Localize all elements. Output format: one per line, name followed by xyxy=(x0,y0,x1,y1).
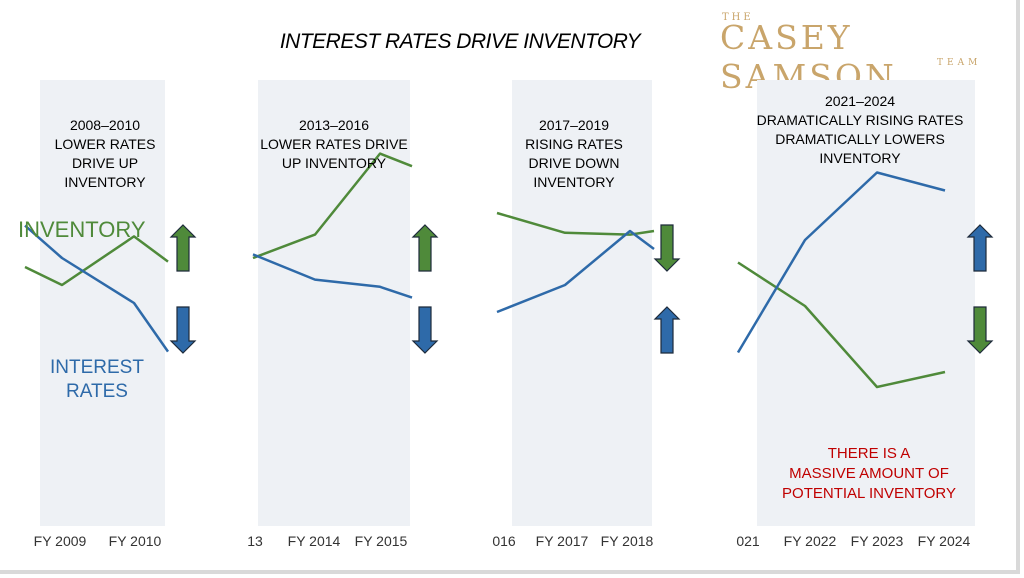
panel-label-2008-2010: 2008–2010 LOWER RATES DRIVE UP INVENTORY xyxy=(54,117,156,190)
period-band-2 xyxy=(512,80,652,526)
inventory-up-arrow-icon xyxy=(411,224,439,272)
inventory-line-0 xyxy=(24,235,169,287)
inventory-up-arrow-icon xyxy=(169,224,197,272)
x-tick-label: 016 xyxy=(492,533,516,549)
inventory-line-2 xyxy=(496,211,655,236)
x-tick-label: FY 2024 xyxy=(918,533,971,549)
legend-inventory: INVENTORY xyxy=(18,217,146,242)
inventory-down-arrow-icon xyxy=(653,224,681,272)
x-tick-label: FY 2015 xyxy=(355,533,408,549)
legend-interest-rates: INTEREST RATES xyxy=(50,357,144,402)
x-tick-label: FY 2014 xyxy=(288,533,341,549)
x-tick-label: FY 2010 xyxy=(109,533,162,549)
inventory-line-3 xyxy=(737,261,946,389)
interest-rate-line-1 xyxy=(252,253,413,299)
interest-rates-up-arrow-icon xyxy=(653,306,681,354)
interest-rate-line-3 xyxy=(736,171,946,354)
x-tick-label: 021 xyxy=(736,533,760,549)
interest-rates-down-arrow-icon xyxy=(169,306,197,354)
x-tick-label: FY 2017 xyxy=(536,533,589,549)
x-tick-label: 13 xyxy=(247,533,263,549)
panel-label-2021-2024: 2021–2024 DRAMATICALLY RISING RATES DRAMAT… xyxy=(756,93,964,166)
interest-rate-line-0 xyxy=(24,224,170,353)
inventory-line-1 xyxy=(252,152,413,260)
x-tick-label: FY 2022 xyxy=(784,533,837,549)
logo-the: THE xyxy=(722,12,754,23)
period-band-3 xyxy=(757,80,975,526)
panel-label-2017-2019: 2017–2019 RISING RATES DRIVE DOWN INVENTORY xyxy=(525,117,623,190)
logo: CASEY SAMSON xyxy=(720,18,897,96)
x-tick-label: FY 2009 xyxy=(34,533,87,549)
x-tick-label: FY 2018 xyxy=(601,533,654,549)
interest-rate-line-2 xyxy=(496,229,655,314)
inventory-down-arrow-icon xyxy=(966,306,994,354)
period-band-0 xyxy=(40,80,165,526)
interest-rates-down-arrow-icon xyxy=(411,306,439,354)
logo-team: TEAM xyxy=(937,58,982,68)
interest-rates-up-arrow-icon xyxy=(966,224,994,272)
potential-inventory-note: THERE IS A MASSIVE AMOUNT OF POTENTIAL INV… xyxy=(782,445,956,502)
chart-title: INTEREST RATES DRIVE INVENTORY xyxy=(279,30,641,53)
panel-label-2013-2016: 2013–2016 LOWER RATES DRIVE UP INVENTORY xyxy=(260,117,408,171)
x-tick-label: FY 2023 xyxy=(851,533,904,549)
